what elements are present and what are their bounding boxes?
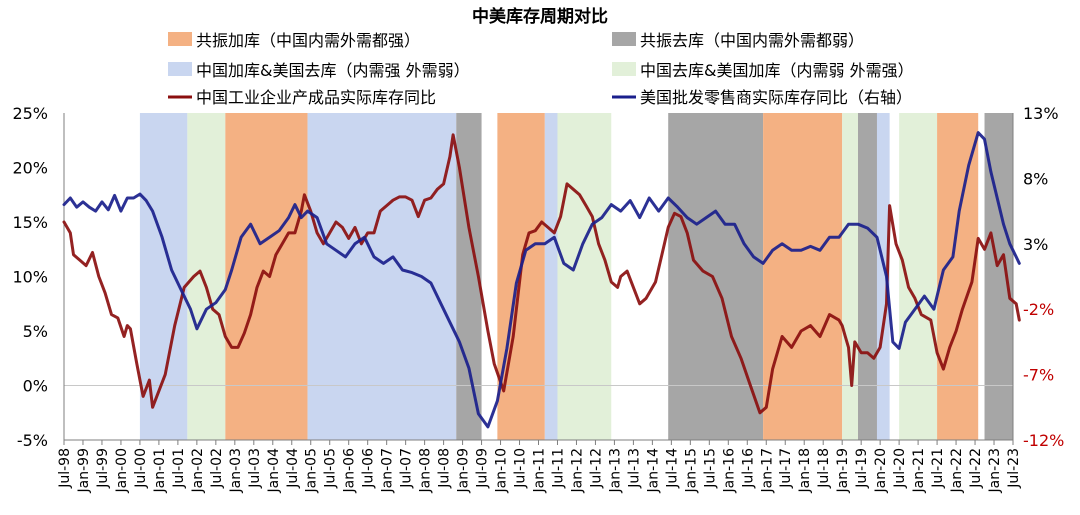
legend-label-5: 中国工业企业产成品实际库存同比 xyxy=(196,88,436,107)
band-4 xyxy=(307,113,457,440)
y-right-tick-label: -2% xyxy=(1023,300,1054,319)
legend-label-2: 共振去库（中国内需外需都弱） xyxy=(640,31,864,50)
x-tick-label: Jul-19 xyxy=(854,448,870,489)
band-11 xyxy=(842,113,858,440)
y-left-tick-label: 15% xyxy=(12,213,48,232)
legend-label-4: 中国去库&美国加库（内需弱 外需强） xyxy=(640,61,914,80)
y-right-tick-label: 13% xyxy=(1023,104,1059,123)
x-tick-label: Jul-15 xyxy=(702,448,718,489)
y-right-tick-label: 8% xyxy=(1023,169,1048,188)
x-tick-label: Jan-13 xyxy=(607,448,623,493)
band-10 xyxy=(763,113,843,440)
x-tick-label: Jan-99 xyxy=(76,448,92,493)
x-tick-label: Jul-04 xyxy=(285,448,301,489)
legend-swatch-4 xyxy=(612,62,636,76)
x-tick-label: Jul-06 xyxy=(361,448,377,489)
series-line-2 xyxy=(62,131,1021,429)
x-tick-label: Jan-05 xyxy=(304,448,320,493)
x-tick-label: Jul-18 xyxy=(816,448,832,489)
x-tick-label: Jan-09 xyxy=(456,448,472,493)
y-left-tick-label: 5% xyxy=(23,322,48,341)
y-right-tick-label: -7% xyxy=(1023,366,1054,385)
x-tick-label: Jan-07 xyxy=(380,448,396,493)
legend-swatch-1 xyxy=(168,32,192,46)
x-tick-label: Jan-14 xyxy=(645,448,661,494)
band-7 xyxy=(544,113,558,440)
x-tick-label: Jul-99 xyxy=(95,448,111,489)
x-tick-label: Jan-10 xyxy=(494,448,510,493)
x-tick-label: Jan-22 xyxy=(949,448,965,493)
legend: 共振加库（中国内需外需都强） 共振去库（中国内需外需都弱） 中国加库&美国去库（内需… xyxy=(168,31,914,107)
x-tick-label: Jul-12 xyxy=(588,448,604,489)
y-left-tick-label: 20% xyxy=(12,159,48,178)
x-tick-label: Jan-12 xyxy=(569,448,585,493)
x-tick-label: Jan-01 xyxy=(152,448,168,493)
series-lines xyxy=(62,131,1021,429)
y-left-tick-label: 0% xyxy=(23,377,48,396)
x-tick-label: Jan-00 xyxy=(114,448,130,493)
band-9 xyxy=(668,113,764,440)
band-3 xyxy=(225,113,308,440)
x-tick-label: Jan-23 xyxy=(987,448,1003,493)
x-tick-label: Jul-21 xyxy=(930,448,946,489)
x-tick-label: Jul-11 xyxy=(550,448,566,489)
x-tick-label: Jul-17 xyxy=(778,448,794,489)
x-tick-label: Jul-20 xyxy=(892,448,908,489)
series-line-1 xyxy=(62,133,1021,415)
x-tick-label: Jan-02 xyxy=(190,448,206,493)
x-tick-label: Jan-16 xyxy=(721,448,737,494)
x-tick-label: Jan-06 xyxy=(342,448,358,494)
x-tick-label: Jan-18 xyxy=(797,448,813,493)
y-right-tick-label: -12% xyxy=(1023,431,1064,450)
x-tick-label: Jul-14 xyxy=(664,448,680,489)
x-tick-label: Jan-08 xyxy=(418,448,434,493)
x-tick-label: Jul-98 xyxy=(57,448,73,489)
band-13 xyxy=(876,113,890,440)
x-tick-label: Jan-21 xyxy=(911,448,927,493)
x-tick-label: Jul-13 xyxy=(626,448,642,489)
band-1 xyxy=(139,113,188,440)
y-left-tick-label: -5% xyxy=(17,431,48,450)
band-12 xyxy=(857,113,877,440)
x-tick-label: Jan-20 xyxy=(873,448,889,493)
x-tick-label: Jan-11 xyxy=(532,448,548,493)
legend-label-1: 共振加库（中国内需外需都强） xyxy=(196,31,420,50)
y-right-tick-label: 3% xyxy=(1023,235,1048,254)
legend-label-6: 美国批发零售商实际库存同比（右轴） xyxy=(640,88,912,107)
x-tick-label: Jul-00 xyxy=(133,448,149,489)
band-8 xyxy=(557,113,612,440)
x-tick-label: Jul-01 xyxy=(171,448,187,489)
x-tick-label: Jul-03 xyxy=(247,448,263,489)
x-tick-label: Jul-08 xyxy=(437,448,453,489)
legend-swatch-2 xyxy=(612,32,636,46)
axes: 25%20%15%10%5%0%-5%13%8%3%-2%-7%-12%Jul-… xyxy=(12,104,1064,493)
x-tick-label: Jan-04 xyxy=(266,448,282,494)
chart-title: 中美库存周期对比 xyxy=(472,6,608,27)
legend-swatch-3 xyxy=(168,62,192,76)
x-tick-label: Jan-15 xyxy=(683,448,699,493)
x-tick-label: Jul-10 xyxy=(513,448,529,489)
x-tick-label: Jul-02 xyxy=(209,448,225,489)
y-left-tick-label: 25% xyxy=(12,104,48,123)
x-tick-label: Jul-09 xyxy=(475,448,491,489)
x-tick-label: Jul-16 xyxy=(740,448,756,489)
x-tick-label: Jan-17 xyxy=(759,448,775,493)
x-tick-label: Jul-22 xyxy=(968,448,984,489)
y-left-tick-label: 10% xyxy=(12,268,48,287)
x-tick-label: Jan-19 xyxy=(835,448,851,493)
x-tick-label: Jan-03 xyxy=(228,448,244,493)
x-tick-label: Jul-07 xyxy=(399,448,415,489)
x-tick-label: Jul-23 xyxy=(1006,448,1022,489)
legend-label-3: 中国加库&美国去库（内需强 外需弱） xyxy=(196,61,470,80)
x-tick-label: Jul-05 xyxy=(323,448,339,489)
